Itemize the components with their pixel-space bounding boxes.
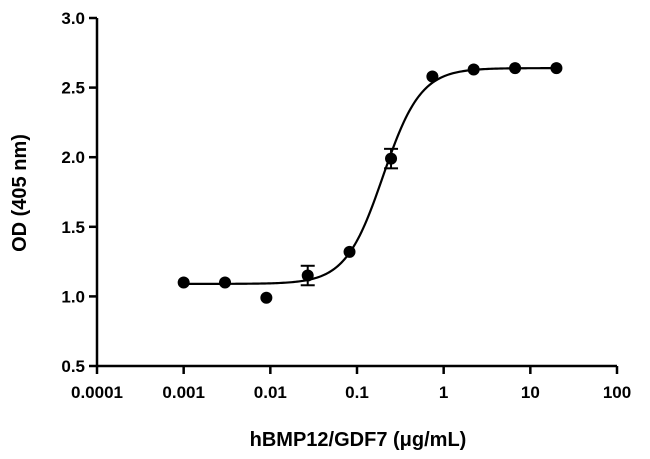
y-axis-title: OD (405 nm) — [9, 134, 31, 252]
y-axis-ticks: 0.5 1.0 1.5 2.0 2.5 3.0 — [61, 9, 97, 376]
x-tick-label: 10 — [521, 383, 540, 402]
data-point — [426, 70, 439, 83]
data-point — [177, 276, 190, 289]
y-tick-label: 2.5 — [61, 79, 85, 98]
data-point — [219, 276, 232, 289]
x-axis-ticks: 0.0001 0.001 0.01 0.1 1 10 100 — [71, 366, 631, 402]
fit-curve-layer — [183, 67, 557, 285]
x-tick-label: 1 — [439, 383, 448, 402]
error-bars — [300, 147, 399, 287]
x-tick-label: 0.1 — [345, 383, 369, 402]
x-tick-label: 0.001 — [162, 383, 205, 402]
data-points — [177, 62, 563, 304]
y-tick-label: 0.5 — [61, 357, 85, 376]
data-point — [467, 63, 480, 76]
data-point — [509, 62, 522, 75]
y-tick-label: 1.5 — [61, 218, 85, 237]
data-point — [550, 62, 563, 75]
y-tick-label: 3.0 — [61, 9, 85, 28]
x-tick-label: 0.01 — [254, 383, 287, 402]
fit-curve — [183, 67, 557, 285]
x-tick-label: 0.0001 — [71, 383, 123, 402]
data-point — [385, 152, 398, 165]
y-tick-label: 1.0 — [61, 287, 85, 306]
axes — [95, 18, 617, 368]
x-axis-title: hBMP12/GDF7 (μg/mL) — [250, 429, 467, 451]
data-point — [301, 269, 314, 282]
x-tick-label: 100 — [603, 383, 631, 402]
data-point — [260, 291, 273, 304]
y-tick-label: 2.0 — [61, 148, 85, 167]
data-point — [343, 245, 356, 258]
